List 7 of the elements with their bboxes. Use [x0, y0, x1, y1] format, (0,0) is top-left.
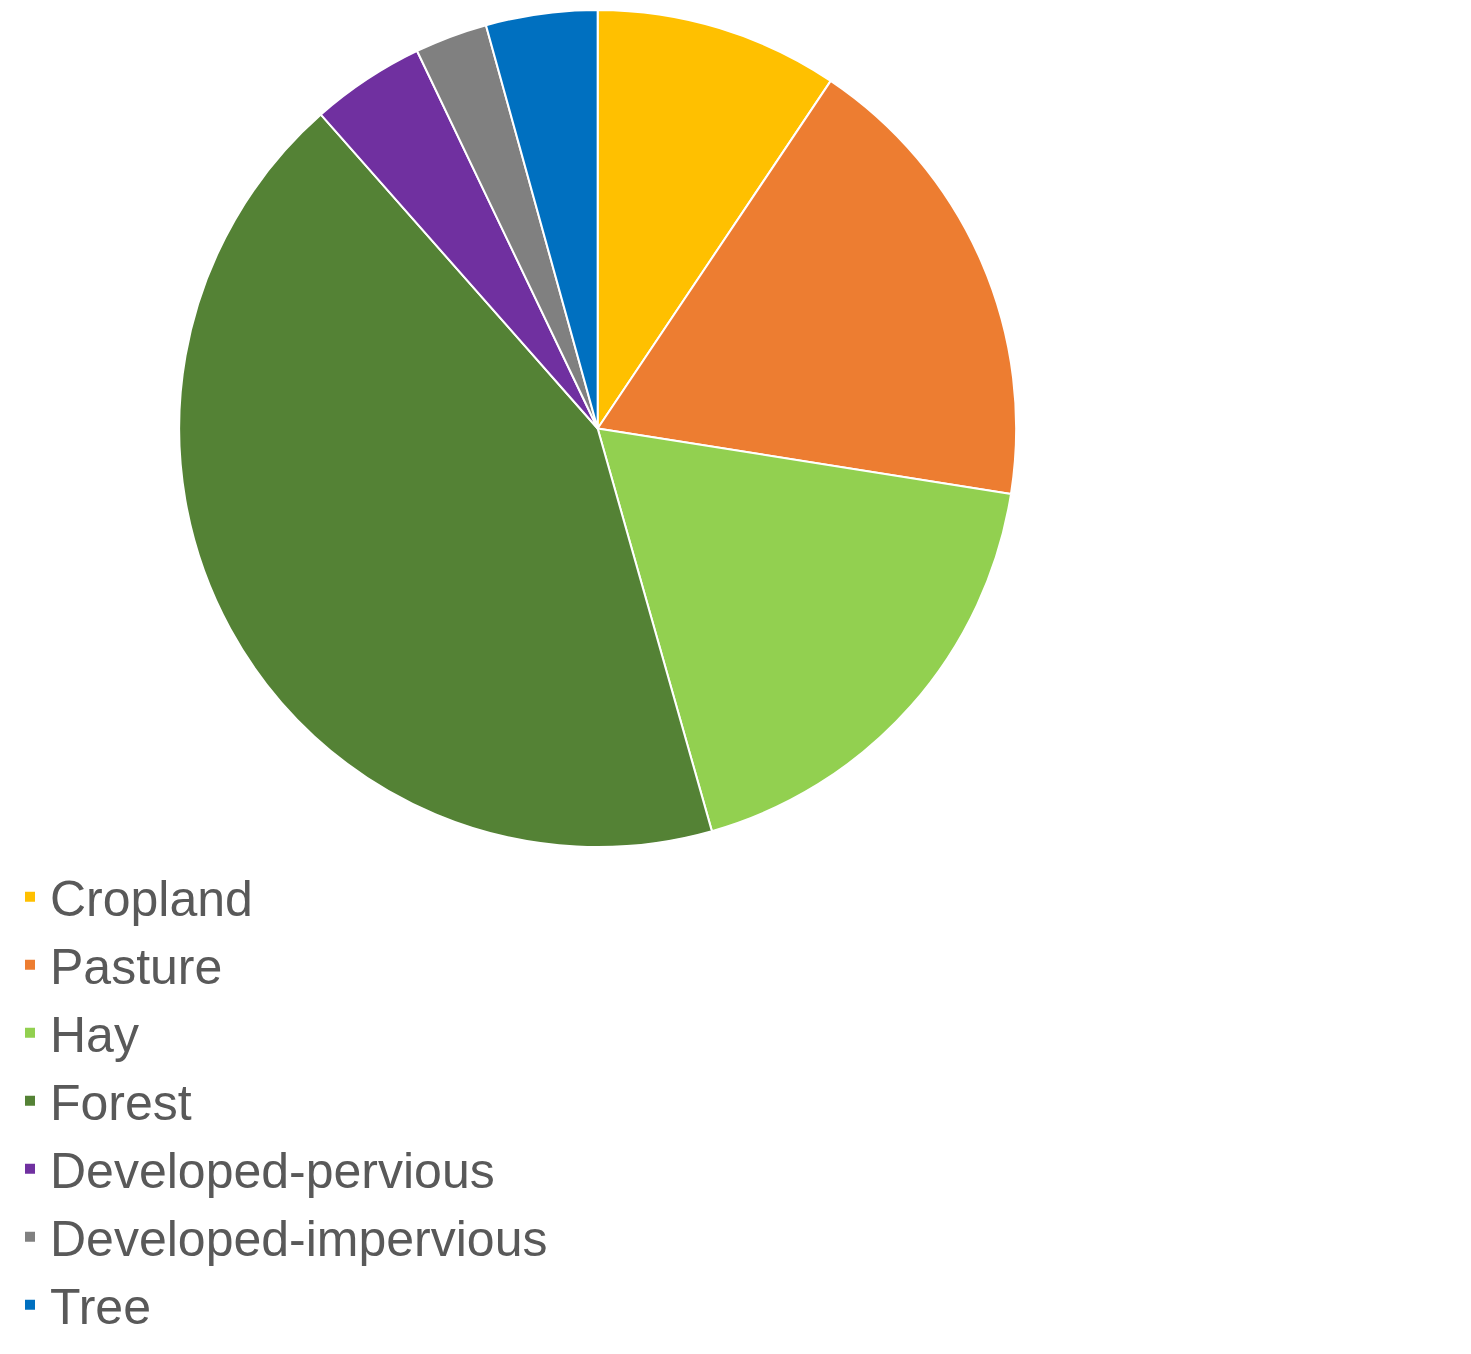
legend-label: Developed-impervious	[50, 1211, 548, 1268]
legend-label: Pasture	[50, 939, 223, 996]
legend-label: Cropland	[50, 871, 253, 928]
legend-label: Developed-pervious	[50, 1143, 495, 1200]
legend-label: Hay	[50, 1007, 139, 1064]
legend-label: Forest	[50, 1075, 192, 1132]
legend-label: Tree	[50, 1279, 151, 1336]
